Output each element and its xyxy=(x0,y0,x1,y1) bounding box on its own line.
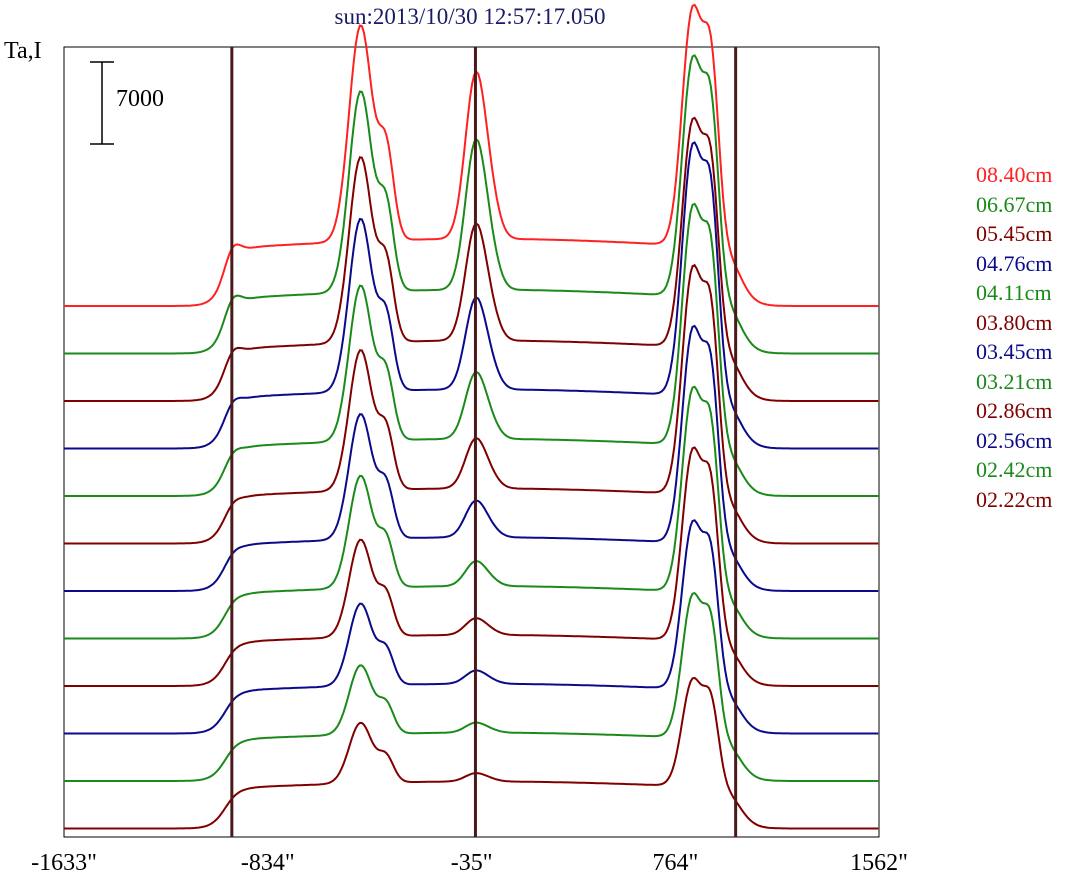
series-line-03-21cm xyxy=(64,385,879,640)
x-tick-label: -1633" xyxy=(31,850,97,876)
series-line-03-45cm xyxy=(64,324,879,592)
series-line-08-40cm xyxy=(64,3,879,307)
series-group xyxy=(64,3,879,830)
series-line-02-56cm xyxy=(64,519,879,735)
legend-item: 05.45cm xyxy=(976,221,1053,246)
legend-item: 08.40cm xyxy=(976,162,1053,187)
chart-title: sun:2013/10/30 12:57:17.050 xyxy=(334,4,606,29)
legend-item: 04.76cm xyxy=(976,250,1053,276)
legend-item: 06.67cm xyxy=(976,191,1053,217)
vertical-lines xyxy=(230,47,738,837)
legend: 08.40cm 06.67cm 05.45cm 04.76cm 04.11cm 03.80… xyxy=(976,160,1052,514)
x-tick-label: 764" xyxy=(652,850,699,876)
legend-item: 03.80cm xyxy=(976,309,1053,335)
series-line-06-67cm xyxy=(64,54,879,355)
x-tick-label: 1562" xyxy=(850,850,908,876)
legend-item: 02.56cm xyxy=(976,427,1053,453)
legend-item: 02.86cm xyxy=(976,398,1053,423)
y-axis-label: Ta,I xyxy=(4,38,42,64)
legend-item: 02.42cm xyxy=(976,457,1053,482)
legend-item: 03.21cm xyxy=(976,368,1053,394)
x-tick-label: -35" xyxy=(450,850,493,876)
series-line-02-42cm xyxy=(64,591,879,782)
series-line-02-22cm xyxy=(64,676,879,830)
scale-bar xyxy=(90,61,114,145)
x-tick-label: -834" xyxy=(240,850,295,876)
series-line-05-45cm xyxy=(64,116,879,402)
legend-item: 04.11cm xyxy=(976,280,1052,305)
legend-item: 02.22cm xyxy=(976,486,1053,512)
legend-item: 03.45cm xyxy=(976,339,1053,364)
plot-frame xyxy=(63,46,880,838)
scale-bar-label: 7000 xyxy=(116,86,164,112)
series-line-04-76cm xyxy=(64,141,879,450)
series-line-03-80cm xyxy=(64,263,879,545)
series-line-04-11cm xyxy=(64,202,879,497)
series-line-02-86cm xyxy=(64,446,879,687)
